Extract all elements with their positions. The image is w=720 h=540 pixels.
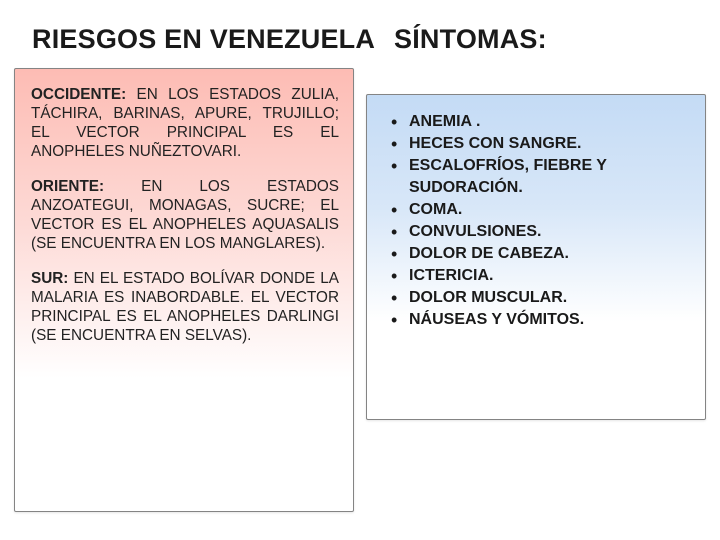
symptom-text: CONVULSIONES.: [409, 223, 541, 240]
symptom-item: CONVULSIONES.: [387, 221, 691, 243]
slide: RIESGOS EN VENEZUELA SÍNTOMAS: OCCIDENTE…: [0, 0, 720, 540]
symptom-item: DOLOR DE CABEZA.: [387, 243, 691, 265]
symptom-item: ESCALOFRÍOS, FIEBRE Y SUDORACIÓN.: [387, 155, 691, 199]
symptom-text: HECES CON SANGRE.: [409, 135, 581, 152]
symptom-text: DOLOR DE CABEZA.: [409, 245, 569, 262]
symptom-text: ESCALOFRÍOS, FIEBRE Y SUDORACIÓN.: [409, 157, 607, 196]
symptom-text: NÁUSEAS Y VÓMITOS.: [409, 311, 584, 328]
symptom-item: DOLOR MUSCULAR.: [387, 287, 691, 309]
symptom-item: ICTERICIA.: [387, 265, 691, 287]
columns: OCCIDENTE: EN LOS ESTADOS ZULIA, TÁCHIRA…: [14, 68, 706, 512]
symptom-text: COMA.: [409, 201, 462, 218]
symptom-text: ICTERICIA.: [409, 267, 493, 284]
symptom-text: DOLOR MUSCULAR.: [409, 289, 567, 306]
risks-panel: OCCIDENTE: EN LOS ESTADOS ZULIA, TÁCHIRA…: [14, 68, 354, 512]
risk-paragraph: OCCIDENTE: EN LOS ESTADOS ZULIA, TÁCHIRA…: [31, 85, 339, 161]
symptom-item: NÁUSEAS Y VÓMITOS.: [387, 309, 691, 331]
region-label: ORIENTE:: [31, 178, 104, 195]
symptom-item: ANEMIA .: [387, 111, 691, 133]
title-left: RIESGOS EN VENEZUELA: [32, 24, 375, 55]
region-label: SUR:: [31, 270, 68, 287]
title-right: SÍNTOMAS:: [394, 24, 547, 55]
region-text: EN EL ESTADO BOLÍVAR DONDE LA MALARIA ES…: [31, 270, 339, 344]
symptoms-panel: ANEMIA . HECES CON SANGRE. ESCALOFRÍOS, FI…: [366, 94, 706, 420]
symptoms-list: ANEMIA . HECES CON SANGRE. ESCALOFRÍOS, FI…: [383, 111, 691, 331]
symptom-item: COMA.: [387, 199, 691, 221]
region-label: OCCIDENTE:: [31, 86, 126, 103]
risk-paragraph: ORIENTE: EN LOS ESTADOS ANZOATEGUI, MONA…: [31, 177, 339, 253]
symptom-text: ANEMIA .: [409, 113, 480, 130]
risk-paragraph: SUR: EN EL ESTADO BOLÍVAR DONDE LA MALAR…: [31, 269, 339, 345]
symptom-item: HECES CON SANGRE.: [387, 133, 691, 155]
titles-row: RIESGOS EN VENEZUELA SÍNTOMAS:: [14, 18, 706, 62]
